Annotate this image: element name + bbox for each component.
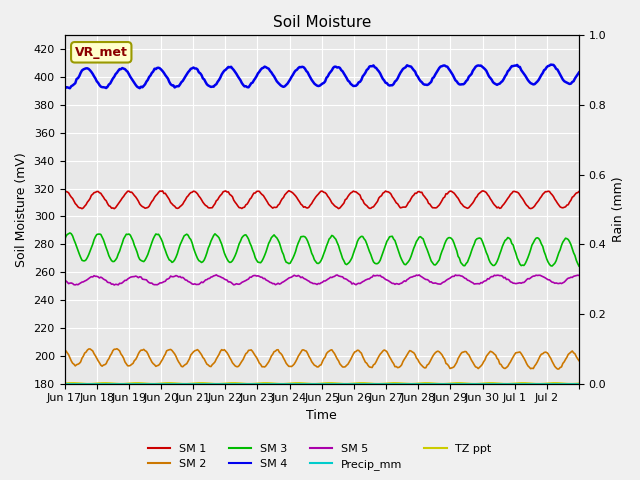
Line: SM 2: SM 2 <box>65 349 579 369</box>
SM 4 <box>66 85 74 91</box>
SM 5 <box>574 272 582 278</box>
TZ ppt <box>326 380 334 386</box>
SM 5 <box>110 282 118 288</box>
SM 2 <box>78 355 86 361</box>
SM 2 <box>574 356 582 361</box>
SM 2 <box>554 366 561 372</box>
SM 1 <box>95 190 103 195</box>
SM 2 <box>94 358 102 363</box>
SM 5 <box>430 280 438 286</box>
SM 1 <box>79 205 87 211</box>
SM 5 <box>507 279 515 285</box>
SM 1 <box>78 206 86 212</box>
Line: SM 3: SM 3 <box>65 233 579 266</box>
Precip_mm <box>504 381 511 386</box>
Y-axis label: Soil Moisture (mV): Soil Moisture (mV) <box>15 152 28 267</box>
SM 4 <box>574 72 582 77</box>
TZ ppt <box>567 381 575 387</box>
Precip_mm <box>61 381 68 386</box>
SM 4 <box>547 62 555 68</box>
Precip_mm <box>78 381 86 386</box>
SM 5 <box>61 277 68 283</box>
X-axis label: Time: Time <box>307 409 337 422</box>
TZ ppt <box>429 381 436 386</box>
Line: SM 4: SM 4 <box>65 65 579 88</box>
SM 5 <box>328 275 335 280</box>
SM 3 <box>95 231 103 237</box>
SM 4 <box>506 67 513 73</box>
SM 4 <box>61 83 68 89</box>
SM 5 <box>94 274 102 280</box>
Y-axis label: Rain (mm): Rain (mm) <box>612 177 625 242</box>
SM 2 <box>506 361 513 367</box>
Title: Soil Moisture: Soil Moisture <box>273 15 371 30</box>
SM 1 <box>285 188 292 193</box>
SM 3 <box>79 258 87 264</box>
SM 1 <box>575 189 583 194</box>
TZ ppt <box>506 381 513 387</box>
Precip_mm <box>575 381 583 386</box>
SM 5 <box>212 272 220 278</box>
SM 1 <box>430 205 438 211</box>
SM 3 <box>429 260 436 266</box>
TZ ppt <box>61 381 68 386</box>
SM 5 <box>78 279 86 285</box>
SM 3 <box>61 238 68 243</box>
SM 1 <box>507 192 515 197</box>
Precip_mm <box>571 381 579 386</box>
Precip_mm <box>428 381 435 386</box>
SM 3 <box>66 230 74 236</box>
Line: SM 1: SM 1 <box>65 191 579 209</box>
SM 1 <box>328 200 335 206</box>
Precip_mm <box>325 381 333 386</box>
TZ ppt <box>574 381 582 386</box>
Line: SM 5: SM 5 <box>65 275 579 285</box>
SM 3 <box>575 263 583 269</box>
TZ ppt <box>575 381 583 386</box>
Legend: SM 1, SM 2, SM 3, SM 4, SM 5, Precip_mm, TZ ppt: SM 1, SM 2, SM 3, SM 4, SM 5, Precip_mm,… <box>144 439 496 474</box>
Precip_mm <box>94 381 102 386</box>
Text: VR_met: VR_met <box>75 46 128 59</box>
SM 4 <box>79 67 87 72</box>
SM 2 <box>429 354 436 360</box>
SM 4 <box>575 70 583 75</box>
TZ ppt <box>68 380 76 386</box>
SM 3 <box>506 235 513 241</box>
SM 2 <box>326 348 334 353</box>
SM 2 <box>61 347 68 353</box>
TZ ppt <box>95 381 103 386</box>
SM 2 <box>113 346 121 352</box>
SM 3 <box>572 257 580 263</box>
Line: TZ ppt: TZ ppt <box>65 383 579 384</box>
SM 4 <box>326 69 334 75</box>
SM 1 <box>61 188 68 194</box>
SM 4 <box>95 82 103 88</box>
SM 2 <box>575 358 583 363</box>
TZ ppt <box>79 381 87 386</box>
SM 4 <box>429 75 436 81</box>
SM 1 <box>574 190 582 195</box>
SM 5 <box>575 273 583 278</box>
SM 3 <box>326 235 334 240</box>
